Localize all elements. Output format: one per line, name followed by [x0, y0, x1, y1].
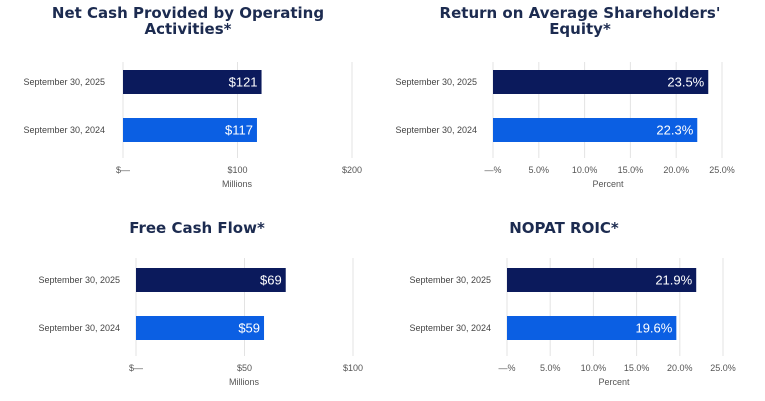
x-tick-label: $50: [237, 363, 252, 373]
x-tick-label: 20.0%: [667, 363, 693, 373]
category-label: September 30, 2025: [395, 77, 477, 87]
chart-title: Activities*: [145, 20, 232, 38]
chart-title: NOPAT ROIC*: [509, 219, 619, 237]
chart-title: Net Cash Provided by Operating: [52, 4, 324, 22]
chart-panel-2: Return on Average Shareholders'Equity* —%…: [395, 4, 734, 189]
chart-title: Equity*: [549, 20, 611, 38]
x-axis-label: Percent: [592, 179, 624, 189]
category-label: September 30, 2024: [409, 323, 491, 333]
data-label: $117: [225, 123, 253, 138]
bar: [136, 316, 265, 340]
x-tick-label: 15.0%: [618, 165, 644, 175]
bar: [123, 118, 257, 142]
bar: [507, 316, 677, 340]
data-label: $59: [238, 321, 260, 336]
data-label: 21.9%: [655, 273, 692, 288]
x-tick-label: —%: [484, 165, 501, 175]
category-label: September 30, 2025: [409, 275, 491, 285]
category-label: September 30, 2024: [23, 125, 105, 135]
bar: [493, 70, 709, 94]
x-axis-label: Millions: [229, 377, 260, 387]
x-axis-label: Percent: [598, 377, 630, 387]
data-label: 19.6%: [635, 321, 672, 336]
x-tick-label: $100: [343, 363, 363, 373]
category-label: September 30, 2025: [23, 77, 105, 87]
data-label: 23.5%: [667, 75, 704, 90]
x-tick-label: 5.0%: [540, 363, 561, 373]
data-label: $69: [260, 273, 282, 288]
chart-title: Return on Average Shareholders': [440, 4, 721, 22]
bar: [493, 118, 698, 142]
category-label: September 30, 2024: [38, 323, 120, 333]
x-tick-label: $200: [342, 165, 362, 175]
data-label: 22.3%: [656, 123, 693, 138]
data-label: $121: [229, 75, 258, 90]
chart-title: Free Cash Flow*: [129, 219, 265, 237]
x-tick-label: 20.0%: [663, 165, 689, 175]
x-tick-label: 10.0%: [581, 363, 607, 373]
x-tick-label: $—: [116, 165, 130, 175]
x-tick-label: 15.0%: [624, 363, 650, 373]
chart-panel-3: Free Cash Flow* $— $50 $100 Millions Septembe…: [38, 219, 363, 387]
bar: [136, 268, 286, 292]
x-tick-label: —%: [498, 363, 515, 373]
category-label: September 30, 2024: [395, 125, 477, 135]
x-tick-label: 25.0%: [709, 165, 735, 175]
bar: [507, 268, 697, 292]
x-tick-label: $100: [227, 165, 247, 175]
chart-panel-1: Net Cash Provided by OperatingActivities…: [23, 4, 362, 189]
x-tick-label: 10.0%: [572, 165, 598, 175]
x-tick-label: $—: [129, 363, 143, 373]
x-tick-label: 25.0%: [710, 363, 736, 373]
chart-panel-4: NOPAT ROIC* —% 5.0% 10.0% 15.0% 20.0% 25.0% Per…: [409, 219, 735, 387]
bar: [123, 70, 262, 94]
category-label: September 30, 2025: [38, 275, 120, 285]
x-tick-label: 5.0%: [529, 165, 550, 175]
x-axis-label: Millions: [222, 179, 253, 189]
